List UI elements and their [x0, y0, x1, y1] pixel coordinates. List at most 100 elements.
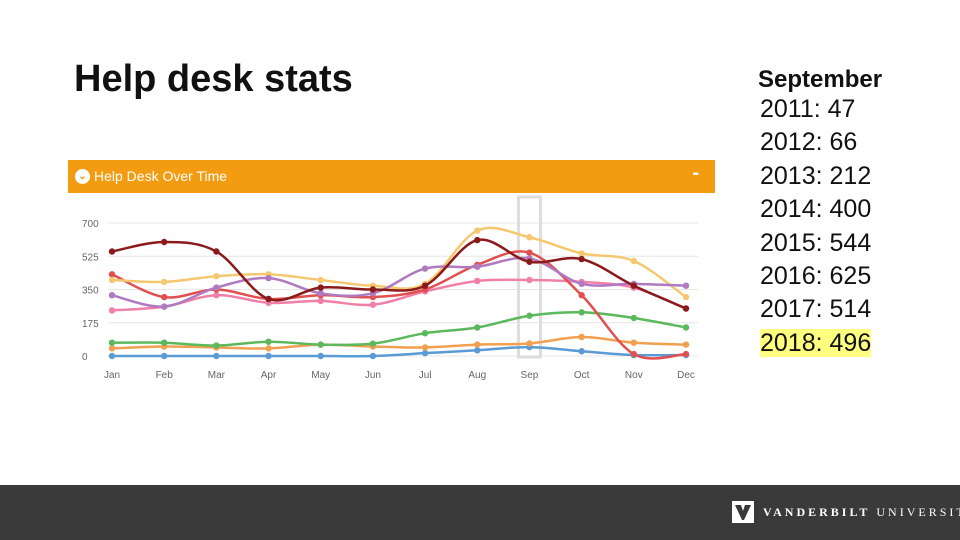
x-tick-label: Oct — [574, 370, 590, 381]
stats-line-2017: 2017: 514 — [760, 293, 871, 326]
data-point — [369, 352, 377, 360]
x-tick-label: Jan — [104, 370, 120, 381]
x-tick-label: Nov — [625, 370, 643, 381]
data-point — [474, 324, 481, 331]
data-point — [369, 286, 377, 293]
data-point — [317, 284, 324, 291]
x-tick-label: Feb — [156, 370, 174, 381]
vanderbilt-logo-icon — [732, 501, 754, 523]
data-point — [213, 248, 220, 255]
data-point — [630, 350, 638, 358]
data-point — [317, 341, 324, 348]
data-point — [578, 333, 585, 341]
data-point — [682, 282, 690, 289]
data-point — [160, 278, 168, 286]
data-point — [578, 348, 585, 355]
data-point — [265, 345, 272, 352]
data-point — [474, 341, 481, 348]
stats-line-2015: 2015: 544 — [760, 227, 871, 260]
data-point — [369, 301, 377, 308]
data-point — [682, 350, 690, 358]
data-point — [108, 248, 116, 255]
data-point — [578, 309, 585, 316]
data-point — [578, 255, 585, 263]
data-point — [630, 314, 638, 322]
series-line — [111, 335, 687, 350]
data-point — [578, 280, 585, 287]
y-tick-label: 700 — [82, 219, 99, 230]
x-tick-label: Dec — [677, 370, 695, 381]
data-point — [108, 276, 116, 284]
data-point — [682, 324, 690, 331]
collapse-button[interactable]: - — [692, 162, 699, 184]
data-point — [682, 293, 690, 301]
series-line — [111, 310, 687, 347]
data-point — [474, 227, 481, 234]
data-point — [578, 292, 585, 299]
data-point — [630, 257, 638, 265]
data-point — [421, 330, 429, 337]
line-chart: 0 175 350 525 700 Jan Feb Mar Apr May Jun Jul Aug Sep… — [82, 195, 698, 381]
x-tick-label: Jun — [365, 370, 381, 381]
data-point — [108, 271, 116, 278]
data-point — [682, 341, 690, 348]
data-point — [160, 352, 168, 360]
data-point — [421, 344, 429, 351]
highlight-column — [516, 195, 542, 359]
data-point — [630, 282, 638, 289]
x-tick-label: Sep — [521, 370, 539, 381]
stats-line-2012: 2012: 66 — [760, 126, 871, 159]
data-point — [108, 352, 116, 360]
stats-line-text: 2014: 400 — [760, 195, 872, 224]
data-point — [474, 263, 481, 270]
data-point — [526, 276, 533, 284]
series-line — [111, 278, 687, 312]
data-point — [369, 340, 377, 347]
data-point — [213, 292, 220, 299]
data-point — [526, 234, 533, 241]
stats-line-2011: 2011: 47 — [760, 93, 871, 126]
data-point — [108, 307, 116, 314]
stats-line-text: 2018: 496 — [760, 328, 872, 357]
stats-line-2013: 2013: 212 — [760, 160, 871, 193]
data-point — [526, 258, 533, 265]
x-tick-label: Jul — [419, 370, 432, 381]
y-tick-label: 175 — [82, 319, 99, 330]
data-point — [474, 236, 481, 244]
stats-line-text: 2013: 212 — [760, 161, 872, 190]
data-point — [213, 352, 220, 360]
data-point — [265, 274, 272, 282]
data-point — [526, 340, 533, 347]
panel-header: ⌄ Help Desk Over Time - — [68, 160, 715, 193]
data-point — [108, 339, 116, 346]
data-point — [265, 295, 272, 303]
y-tick-label: 350 — [82, 286, 99, 297]
data-point — [526, 312, 533, 319]
data-point — [108, 292, 116, 299]
data-point — [160, 293, 168, 301]
data-point — [682, 305, 690, 312]
data-point — [317, 276, 324, 284]
data-point — [578, 250, 585, 257]
data-point — [474, 347, 481, 354]
data-point — [265, 338, 272, 345]
x-tick-label: Mar — [208, 370, 226, 381]
series-line — [112, 345, 687, 358]
stats-line-text: 2016: 625 — [760, 262, 872, 291]
panel-title: Help Desk Over Time — [94, 168, 228, 184]
data-point — [317, 290, 324, 297]
data-point — [474, 277, 481, 285]
chevron-down-icon[interactable]: ⌄ — [75, 169, 90, 184]
data-point — [421, 349, 429, 357]
data-point — [160, 303, 168, 310]
series-line — [111, 226, 687, 299]
data-point — [630, 339, 638, 346]
stats-line-text: 2011: 47 — [760, 95, 856, 123]
slide-title: Help desk stats — [74, 58, 353, 100]
data-point — [421, 265, 429, 272]
stats-line-text: 2012: 66 — [760, 128, 858, 157]
stats-line-2014: 2014: 400 — [760, 193, 871, 226]
data-point — [160, 238, 168, 246]
data-point — [108, 345, 116, 352]
footer-bar: VANDERBILT UNIVERSITY — [0, 485, 960, 540]
